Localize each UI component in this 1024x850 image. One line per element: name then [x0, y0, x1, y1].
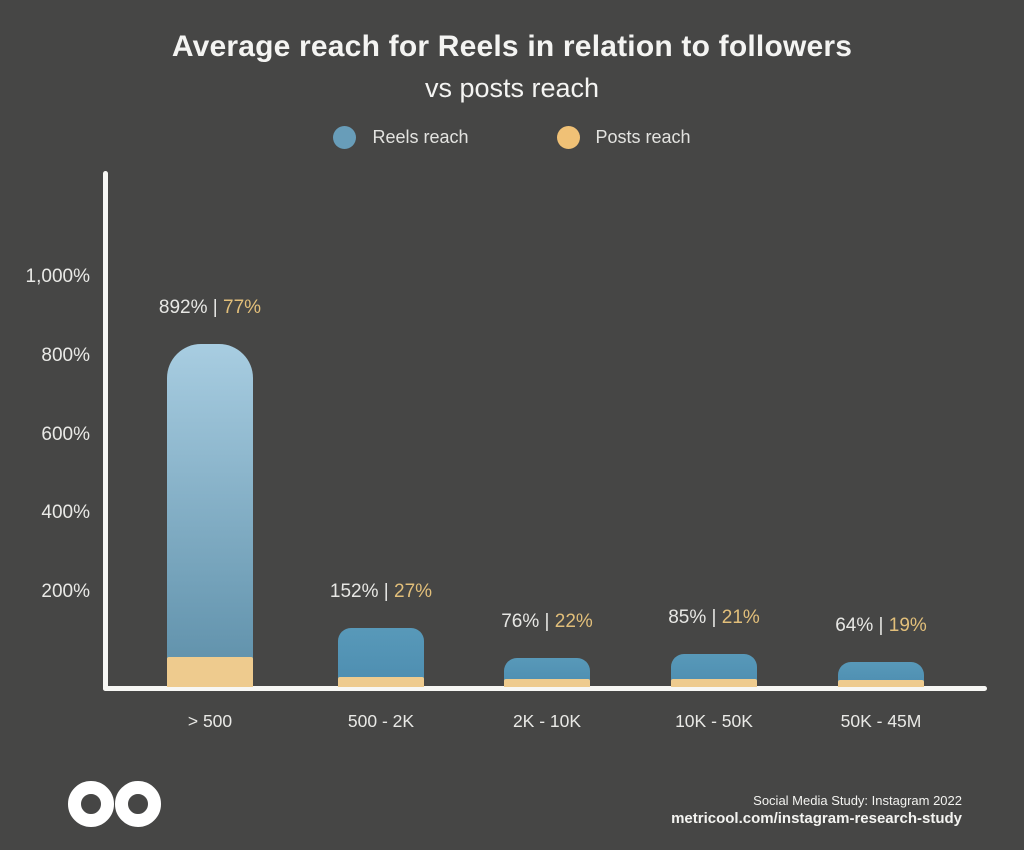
- posts-bar: [671, 679, 757, 687]
- posts-value: 27%: [394, 581, 433, 602]
- y-tick-label: 1,000%: [25, 266, 90, 287]
- posts-bar: [504, 679, 590, 687]
- bar-value-label: 892% | 77%: [110, 297, 310, 319]
- legend-item-posts: Posts reach: [556, 125, 691, 149]
- x-category-label: 10K - 50K: [675, 711, 753, 731]
- posts-bar: [838, 680, 924, 687]
- posts-value: 19%: [888, 615, 927, 636]
- y-axis-line: [103, 171, 108, 691]
- legend-item-reels: Reels reach: [333, 125, 469, 149]
- reels-value: 85%: [668, 607, 707, 628]
- legend-label-reels: Reels reach: [372, 126, 469, 147]
- reels-bar: [167, 344, 253, 687]
- reels-legend-dot-icon: [333, 125, 357, 149]
- legend: Reels reach Posts reach: [0, 124, 1024, 150]
- chart-subtitle: vs posts reach: [424, 73, 600, 103]
- value-separator: |: [706, 607, 722, 628]
- study-url: metricool.com/instagram-research-study: [671, 810, 962, 827]
- reels-value: 152%: [329, 581, 379, 602]
- reels-value: 64%: [835, 615, 874, 636]
- bar-value-label: 76% | 22%: [447, 611, 647, 633]
- x-category-label: 2K - 10K: [512, 711, 582, 731]
- value-separator: |: [378, 581, 395, 602]
- posts-legend-dot-icon: [556, 125, 580, 149]
- posts-bar: [338, 677, 424, 687]
- value-separator: |: [873, 615, 889, 636]
- study-credit: Social Media Study: Instagram 2022: [753, 793, 962, 808]
- posts-value: 77%: [223, 297, 262, 318]
- x-category-label: > 500: [187, 711, 233, 731]
- bar-value-label: 64% | 19%: [781, 615, 981, 637]
- reels-value: 892%: [158, 297, 208, 318]
- legend-label-posts: Posts reach: [595, 126, 691, 147]
- y-tick-label: 400%: [41, 502, 90, 524]
- x-axis-line: [103, 686, 987, 691]
- bar-value-label: 85% | 21%: [614, 607, 814, 629]
- y-tick-label: 200%: [41, 581, 90, 603]
- bar-value-label: 152% | 27%: [281, 581, 481, 603]
- posts-bar: [167, 657, 253, 687]
- posts-value: 22%: [554, 611, 593, 632]
- footer-credits: Social Media Study: Instagram 2022 metri…: [671, 792, 962, 829]
- value-separator: |: [207, 297, 224, 318]
- posts-value: 21%: [721, 607, 760, 628]
- x-category-label: 50K - 45M: [840, 711, 922, 731]
- x-category-label: 500 - 2K: [347, 711, 415, 731]
- metricool-infinity-logo-icon: [68, 781, 161, 827]
- value-separator: |: [539, 611, 555, 632]
- y-tick-label: 600%: [41, 423, 90, 445]
- reels-value: 76%: [501, 611, 540, 632]
- chart-title: Average reach for Reels in relation to f…: [171, 30, 853, 63]
- y-tick-label: 800%: [41, 344, 90, 366]
